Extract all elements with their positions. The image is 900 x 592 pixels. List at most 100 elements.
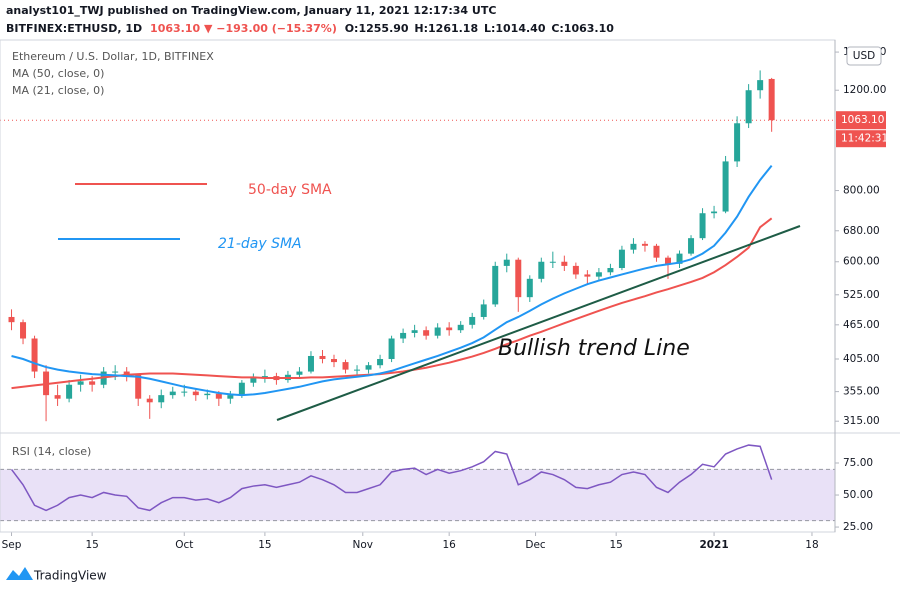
candle-body: [768, 78, 775, 121]
open: O:1255.90: [345, 22, 409, 35]
candle-body: [561, 261, 568, 266]
ma50-legend: MA (50, close, 0): [12, 67, 104, 80]
candle-body: [354, 369, 361, 371]
candle-body: [653, 245, 660, 258]
x-tick-label: Nov: [353, 539, 374, 551]
countdown-box: [836, 130, 886, 148]
candle-body: [365, 365, 372, 370]
candle-body: [204, 393, 211, 396]
trend-line: [276, 225, 801, 421]
candle-body: [250, 378, 257, 383]
candle-body: [123, 371, 130, 375]
change: 1063.10 ▼ −193.00 (−15.37%): [150, 22, 337, 35]
candle-body: [515, 259, 522, 298]
candle-body: [377, 359, 384, 366]
trend-label: Bullish trend Line: [498, 336, 690, 361]
x-tick-label: 15: [609, 539, 622, 551]
candle-body: [146, 398, 153, 403]
candle-body: [641, 243, 648, 246]
candle-body: [342, 362, 349, 370]
candle-body: [503, 259, 510, 266]
y-tick-label: 25.00: [843, 521, 873, 533]
candle-body: [434, 327, 441, 336]
moving-average: [11, 217, 773, 390]
candle-body: [181, 391, 188, 393]
candle-body: [526, 278, 533, 298]
rsi-title: RSI (14, close): [12, 445, 91, 458]
rsi-line: [10, 444, 773, 512]
candle-body: [457, 324, 464, 331]
x-tick-label: Oct: [175, 539, 193, 551]
moving-average: [11, 164, 773, 397]
candle-body: [192, 391, 199, 396]
candle-body: [238, 382, 245, 396]
logo: [6, 567, 33, 580]
candle-body: [446, 327, 453, 331]
y-tick-label: 525.00: [843, 289, 880, 301]
candle-body: [676, 253, 683, 264]
y-tick-label: 75.00: [843, 457, 873, 469]
candle-body: [54, 395, 61, 399]
footer: [0, 562, 900, 592]
high: H:1261.18: [414, 22, 478, 35]
sma50-label: 50-day SMA: [248, 182, 332, 198]
x-tick-label: 15: [258, 539, 271, 551]
x-tick-label: Sep: [2, 539, 22, 551]
candle-body: [618, 249, 625, 269]
candle-body: [66, 384, 73, 399]
x-tick-label: Dec: [525, 539, 546, 551]
candle-body: [665, 257, 671, 264]
candle-body: [469, 316, 476, 325]
candle-body: [388, 338, 395, 360]
candle-body: [20, 322, 27, 339]
candle-body: [331, 359, 337, 363]
candle-body: [112, 371, 119, 373]
y-tick-label: 315.00: [843, 415, 880, 427]
x-tick-label: 2021: [699, 539, 728, 551]
y-tick-label: 405.00: [843, 353, 880, 365]
y-tick-label: 465.00: [843, 319, 880, 331]
ma21-legend: MA (21, close, 0): [12, 84, 104, 97]
published-line: analyst101_TWJ published on TradingView.…: [6, 4, 496, 17]
candle-body: [538, 261, 545, 279]
candle-body: [492, 265, 499, 305]
countdown: 11:42:31: [841, 133, 888, 145]
y-tick-label: 680.00: [843, 225, 880, 237]
y-tick-label: 800.00: [843, 185, 880, 197]
candle-body: [307, 355, 314, 372]
brand: TradingView: [33, 569, 107, 583]
candle-body: [77, 381, 84, 385]
candle-body: [423, 330, 430, 336]
candle-body: [400, 332, 407, 339]
y-tick-label: 600.00: [843, 256, 880, 268]
last-price-label: 1063.10: [841, 114, 884, 126]
candle-body: [480, 304, 487, 317]
x-tick-label: 18: [805, 539, 818, 551]
candle-body: [745, 90, 752, 124]
candle-body: [411, 330, 418, 333]
y-tick-label: 1200.00: [843, 84, 886, 96]
candle-body: [158, 395, 165, 403]
candle-body: [319, 355, 326, 360]
candle-body: [722, 161, 729, 212]
candle-body: [734, 123, 741, 162]
plot: 315.00 355.00 405.00 465.00 525.00 600.00 680.…: [0, 46, 888, 551]
symbol-line: BITFINEX:ETHUSD, 1D 1063.10 ▼ −193.00 (−…: [6, 22, 614, 35]
currency-box[interactable]: [846, 46, 882, 66]
candle-body: [711, 211, 718, 214]
candle-body: [699, 213, 706, 239]
symbol: BITFINEX:ETHUSD, 1D: [6, 22, 142, 35]
candle-body: [549, 261, 556, 263]
candle-body: [227, 395, 234, 399]
low: L:1014.40: [484, 22, 546, 35]
close: C:1063.10: [551, 22, 614, 35]
sma21-label: 21-day SMA: [218, 236, 302, 252]
candle-body: [572, 265, 579, 275]
candle-body: [89, 381, 96, 385]
candle-body: [215, 393, 222, 399]
candle-body: [31, 338, 38, 372]
candle-body: [595, 272, 602, 277]
currency[interactable]: USD: [853, 50, 875, 62]
candle-body: [296, 371, 303, 375]
